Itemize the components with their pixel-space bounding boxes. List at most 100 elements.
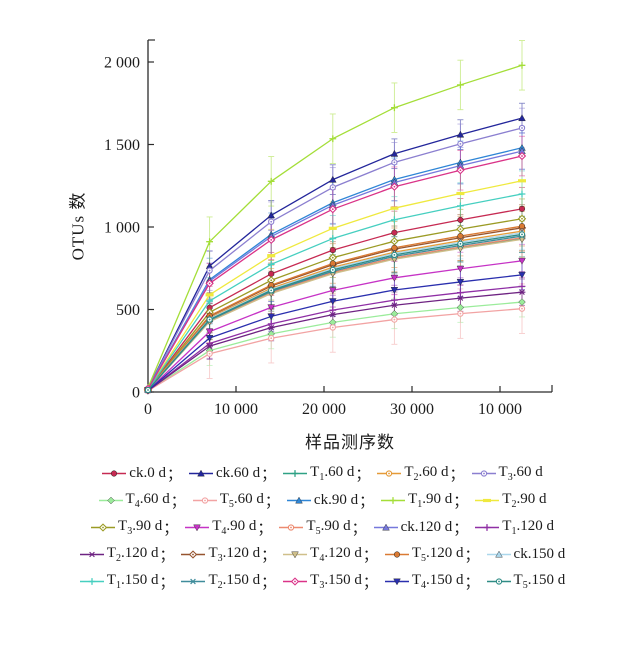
series-line	[147, 285, 523, 392]
legend-row: T1.150 d； T2.150 d； T3.150 d； T4.150 d； T5.1…	[62, 568, 582, 595]
legend-separator: ；	[362, 575, 378, 591]
plus-legend-marker-icon	[381, 497, 406, 504]
legend-item-ck.60d: ck.60 d；	[188, 463, 276, 484]
y-tick-label: 1 500	[104, 137, 140, 154]
legend-separator: ；	[170, 494, 186, 510]
diamond-o-legend-marker-icon	[181, 550, 206, 559]
tri-up-legend-marker-icon	[373, 523, 398, 531]
legend-item-ck.0d: ck.0 d；	[101, 463, 182, 484]
circle-legend-marker-icon	[102, 470, 127, 477]
y-tick-label: 1 000	[104, 220, 140, 237]
legend-label: T5.60 d	[219, 491, 264, 510]
legend-label: T3.120 d	[208, 545, 261, 564]
legend-label: T5.120 d	[411, 545, 464, 564]
legend-item-ck.150d: ck.150 d	[486, 546, 565, 563]
series-ck.150d	[144, 228, 526, 393]
legend-label: T2.150 d	[208, 572, 261, 591]
dash-legend-marker-icon	[475, 498, 500, 503]
circle-o-legend-marker-icon	[192, 497, 217, 504]
legend-separator: ；	[159, 575, 175, 591]
legend-item-T5.120d: T5.120 d；	[384, 544, 480, 565]
legend-row: T2.120 d； T3.120 d； T4.120 d； T5.120 d； ck.1…	[62, 541, 582, 568]
x-tick-label: 30 000	[390, 401, 434, 418]
tri-down-legend-marker-icon	[384, 578, 409, 586]
legend-item-T5.90d: T5.90 d；	[278, 517, 367, 538]
series-T4.90d	[144, 257, 526, 395]
series-T1.90d	[144, 61, 526, 392]
y-tick-label: 2 000	[104, 55, 140, 72]
legend-item-ck.90d: ck.90 d；	[286, 490, 374, 511]
circle-o-legend-marker-icon	[377, 470, 402, 477]
legend-label: T5.150 d	[513, 572, 566, 591]
legend-item-ck.120d: ck.120 d；	[373, 517, 469, 538]
legend-item-T3.90d: T3.90 d；	[90, 517, 178, 538]
y-axis-title-text: OTUs 数	[68, 191, 88, 261]
legend-item-T4.90d: T4.90 d；	[184, 517, 272, 538]
legend-separator: ；	[261, 548, 277, 564]
legend-row: T3.90 d； T4.90 d； T5.90 d； ck.120 d； T1.120 …	[62, 514, 582, 541]
y-tick-label: 500	[116, 302, 140, 319]
legend-label: T4.90 d	[212, 518, 257, 537]
legend-label: T3.90 d	[118, 518, 163, 537]
diamond-o-legend-marker-icon	[283, 577, 308, 586]
legend-separator: ；	[453, 521, 469, 537]
legend-separator: ；	[166, 467, 182, 483]
tri-up-legend-marker-icon	[286, 496, 311, 504]
legend-separator: ；	[453, 494, 469, 510]
tri-up-legend-marker-icon	[188, 469, 213, 477]
legend-item-T4.150d: T4.150 d；	[384, 571, 480, 592]
circle-o-legend-marker-icon	[279, 524, 304, 531]
legend-label: T2.60 d	[404, 464, 449, 483]
legend-label: T2.90 d	[502, 491, 547, 510]
legend-label: T4.120 d	[310, 545, 362, 564]
x-tick-label: 10 000	[214, 401, 258, 418]
legend-item-T3.150d: T3.150 d；	[282, 571, 378, 592]
legend-separator: ；	[464, 548, 480, 564]
legend-separator: ；	[163, 521, 179, 537]
legend-separator: ；	[261, 467, 277, 483]
legend-label: ck.120 d	[400, 519, 453, 535]
legend-separator: ；	[359, 494, 375, 510]
legend-item-T3.120d: T3.120 d；	[180, 544, 276, 565]
legend-label: T1.150 d	[106, 572, 159, 591]
legend-item-T5.60d: T5.60 d；	[192, 490, 280, 511]
legend-label: T5.90 d	[306, 518, 351, 537]
legend-label: ck.60 d	[215, 465, 261, 481]
legend-separator: ；	[449, 467, 465, 483]
y-tick-label: 0	[132, 385, 140, 402]
tri-down-legend-marker-icon	[185, 524, 210, 532]
circle-o-legend-marker-icon	[486, 578, 511, 585]
legend-item-T5.150d: T5.150 d	[486, 572, 566, 591]
tri-up-legend-marker-icon	[486, 550, 511, 558]
legend-item-T1.120d: T1.120 d	[474, 518, 554, 537]
legend-label: T1.60 d	[310, 464, 355, 483]
x-tick-label: 20 000	[302, 401, 346, 418]
circle-o-legend-marker-icon	[471, 470, 496, 477]
legend-label: T3.150 d	[310, 572, 362, 591]
x-legend-marker-icon	[181, 578, 206, 585]
y-axis-title: OTUs 数	[40, 160, 88, 300]
legend-item-T3.60d: T3.60 d	[471, 464, 543, 483]
plus-legend-marker-icon	[475, 524, 500, 531]
legend-label: T4.150 d	[411, 572, 464, 591]
legend: ck.0 d； ck.60 d； T1.60 d； T2.60 d； T3.60 d T4…	[62, 460, 582, 595]
legend-label: ck.0 d	[129, 465, 166, 481]
legend-separator: ；	[362, 548, 378, 564]
x-axis-title: 样品测序数	[305, 433, 395, 452]
diamond-o-legend-marker-icon	[91, 523, 116, 532]
legend-item-T2.150d: T2.150 d；	[180, 571, 276, 592]
legend-item-T1.60d: T1.60 d；	[282, 463, 370, 484]
legend-item-T2.120d: T2.120 d；	[79, 544, 174, 565]
series-T5.150d	[144, 231, 526, 394]
diamond-legend-marker-icon	[98, 496, 123, 505]
legend-separator: ；	[257, 521, 273, 537]
legend-separator: ；	[464, 575, 480, 591]
legend-label: T2.120 d	[106, 545, 159, 564]
legend-separator: ；	[264, 494, 280, 510]
x-tick-label: 0	[144, 401, 152, 418]
legend-item-T1.150d: T1.150 d；	[79, 571, 175, 592]
legend-label: T1.90 d	[408, 491, 453, 510]
plus-legend-marker-icon	[79, 578, 104, 585]
tri-down-legend-marker-icon	[283, 551, 308, 559]
